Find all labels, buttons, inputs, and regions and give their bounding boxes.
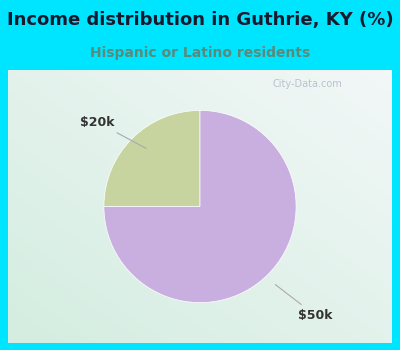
Wedge shape	[104, 110, 200, 206]
Wedge shape	[104, 110, 296, 303]
Text: Income distribution in Guthrie, KY (%): Income distribution in Guthrie, KY (%)	[7, 10, 393, 28]
Text: $20k: $20k	[80, 116, 146, 148]
Text: $50k: $50k	[275, 285, 333, 322]
Text: City-Data.com: City-Data.com	[272, 79, 342, 89]
Text: Hispanic or Latino residents: Hispanic or Latino residents	[90, 46, 310, 60]
